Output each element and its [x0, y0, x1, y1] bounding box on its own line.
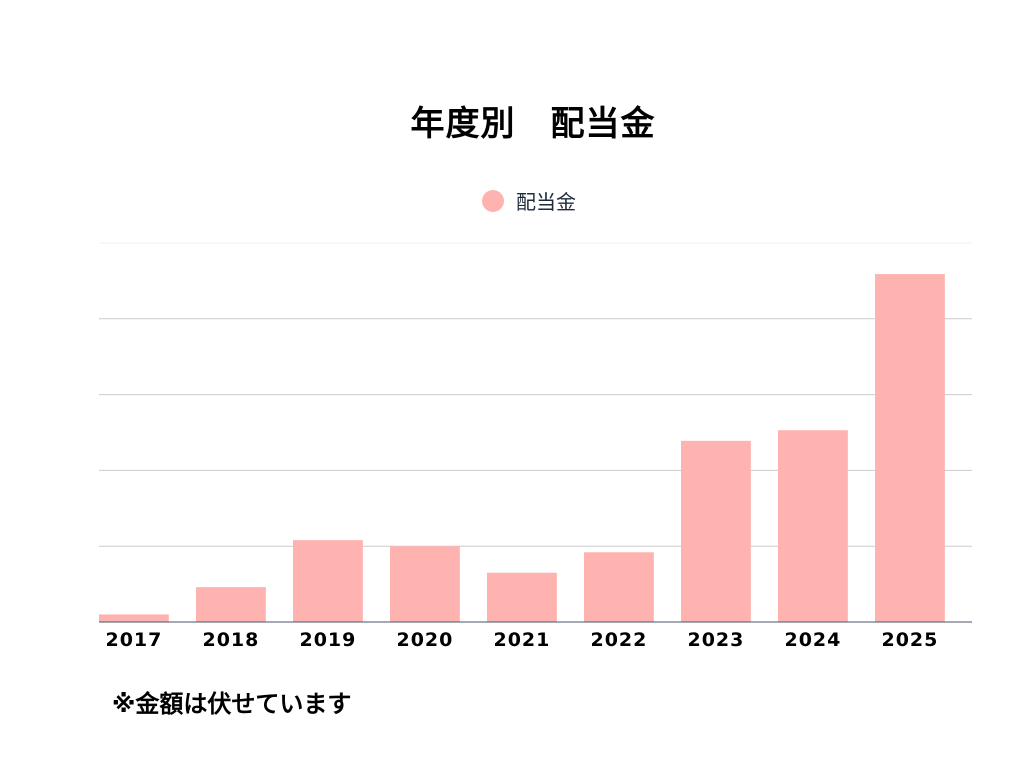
x-tick-label-2022: 2022 [590, 629, 647, 651]
x-tick-label-2025: 2025 [881, 629, 938, 651]
legend-swatch [482, 189, 504, 212]
x-tick-label-2018: 2018 [202, 629, 259, 651]
legend-label: 配当金 [516, 190, 576, 214]
bar-2024 [778, 430, 848, 622]
bar-2023 [681, 440, 751, 622]
x-tick-label-2020: 2020 [396, 629, 453, 651]
x-tick-label-2021: 2021 [493, 629, 550, 651]
bar-2025 [875, 274, 945, 622]
x-tick-label-2024: 2024 [784, 629, 841, 651]
bar-2021 [487, 572, 557, 622]
bar-2017 [99, 614, 169, 622]
bar-2022 [584, 552, 654, 622]
amount-hidden-note: ※金額は伏せています [112, 690, 352, 718]
bar-2020 [390, 546, 460, 622]
chart-legend: 配当金 [0, 186, 1024, 215]
bar-2018 [196, 587, 266, 622]
chart-title: 年度別 配当金 [410, 104, 656, 144]
x-tick-label-2017: 2017 [105, 629, 162, 651]
x-tick-label-2023: 2023 [687, 629, 744, 651]
bar-2019 [293, 540, 363, 622]
x-tick-label-2019: 2019 [299, 629, 356, 651]
